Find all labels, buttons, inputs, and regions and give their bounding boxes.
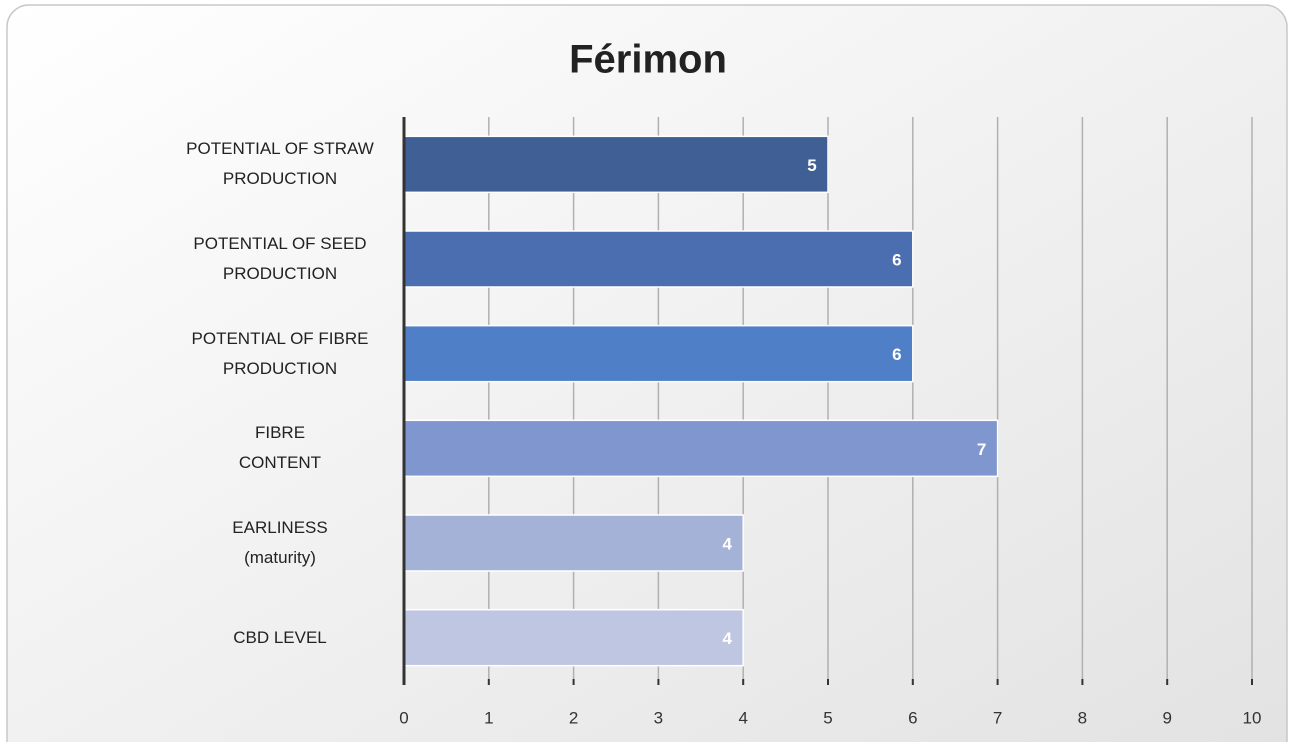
y-tick-label: CBD LEVEL	[233, 627, 327, 647]
x-tick-label: 8	[1078, 708, 1087, 727]
y-tick-label: POTENTIAL OF STRAW PRODUCTION	[186, 139, 374, 189]
value-label: 5	[807, 156, 816, 175]
value-label: 6	[892, 250, 901, 269]
y-tick-label: POTENTIAL OF FIBRE PRODUCTION	[191, 328, 369, 378]
x-tick-label: 6	[908, 708, 917, 727]
bar	[403, 419, 999, 478]
x-tick-label: 7	[993, 708, 1002, 727]
bar	[403, 608, 744, 667]
x-tick-label: 10	[1243, 708, 1262, 727]
x-tick-label: 3	[654, 708, 663, 727]
value-label: 4	[722, 629, 732, 648]
x-tick-label: 5	[823, 708, 832, 727]
x-tick-label: 9	[1162, 708, 1171, 727]
bar	[403, 230, 914, 288]
y-tick-label: POTENTIAL OF SEED PRODUCTION	[193, 234, 367, 283]
value-label: 7	[977, 440, 986, 459]
y-tick-label: EARLINESS (maturity)	[232, 518, 328, 567]
x-tick-label: 4	[738, 708, 747, 727]
value-label: 6	[892, 345, 901, 364]
chart-title: Férimon	[569, 38, 727, 82]
y-tick-label: FIBRE CONTENT	[238, 423, 322, 473]
bar	[403, 135, 829, 194]
bar	[403, 324, 914, 383]
x-tick-label: 0	[399, 708, 408, 727]
value-label: 4	[722, 534, 732, 553]
x-tick-label: 1	[484, 708, 493, 727]
bar	[403, 514, 744, 572]
x-tick-label: 2	[569, 708, 578, 727]
